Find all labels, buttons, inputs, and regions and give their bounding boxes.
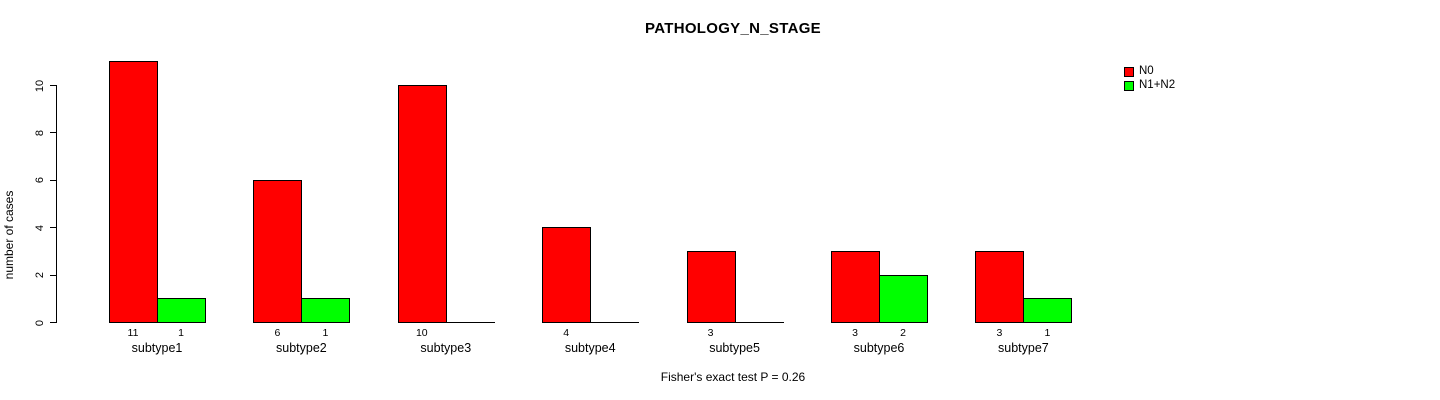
zero-bar-n1-n2-subtype4 [590, 322, 640, 323]
bar-value-label: 4 [563, 327, 570, 339]
bar-n0-subtype5 [686, 250, 736, 323]
y-axis-label: number of cases [2, 190, 16, 280]
y-tick-label: 0 [34, 319, 46, 326]
chart-title: PATHOLOGY_N_STAGE [645, 20, 821, 37]
category-label-subtype1: subtype1 [131, 341, 183, 355]
bar-value-label: 2 [900, 327, 906, 339]
y-tick [50, 85, 56, 86]
y-tick [50, 132, 56, 134]
y-tick-label: 10 [34, 79, 46, 92]
legend-item-n0: N0 [1124, 65, 1175, 78]
bar-n1-n2-subtype2 [301, 298, 351, 323]
bar-n0-subtype2 [253, 179, 303, 323]
bar-n1-n2-subtype6 [879, 274, 928, 323]
y-axis-line [56, 85, 57, 323]
zero-bar-n1-n2-subtype3 [445, 322, 495, 323]
y-tick [50, 227, 56, 229]
y-tick [50, 322, 56, 323]
caption: Fisher's exact test P = 0.26 [660, 370, 806, 384]
y-tick-label: 6 [34, 177, 46, 184]
bar-value-label: 11 [127, 327, 139, 339]
legend-item-n1-n2: N1+N2 [1124, 79, 1175, 92]
legend-label-n1-n2: N1+N2 [1139, 79, 1176, 91]
bar-n0-subtype6 [831, 250, 880, 323]
bar-n0-subtype1 [109, 61, 158, 323]
legend: N0 N1+N2 [1124, 65, 1175, 93]
category-label-subtype5: subtype5 [709, 341, 760, 355]
bar-n1-n2-subtype7 [1023, 298, 1073, 323]
bar-value-label: 6 [274, 327, 281, 339]
legend-swatch-n1-n2 [1124, 80, 1134, 91]
category-label-subtype2: subtype2 [276, 341, 327, 355]
bar-value-label: 1 [322, 327, 329, 339]
bar-n1-n2-subtype1 [157, 298, 206, 323]
bar-n0-subtype3 [397, 85, 447, 323]
bar-n0-subtype7 [975, 250, 1025, 323]
bar-value-label: 10 [415, 327, 428, 339]
y-tick [50, 274, 56, 276]
legend-label-n0: N0 [1139, 65, 1154, 77]
legend-swatch-n0 [1124, 66, 1134, 77]
bar-value-label: 3 [852, 327, 858, 339]
zero-bar-n1-n2-subtype5 [734, 322, 784, 323]
y-tick [50, 179, 56, 181]
bar-n0-subtype4 [542, 227, 592, 323]
bar-value-label: 3 [996, 327, 1003, 339]
category-label-subtype4: subtype4 [564, 341, 616, 355]
category-label-subtype3: subtype3 [420, 341, 472, 355]
category-label-subtype7: subtype7 [998, 341, 1049, 355]
y-tick-label: 8 [34, 129, 46, 136]
bar-value-label: 3 [707, 327, 714, 339]
y-tick-label: 4 [34, 224, 46, 231]
bar-value-label: 1 [1044, 327, 1051, 339]
bar-value-label: 1 [178, 327, 184, 339]
category-label-subtype6: subtype6 [853, 341, 905, 355]
y-tick-label: 2 [34, 272, 46, 279]
